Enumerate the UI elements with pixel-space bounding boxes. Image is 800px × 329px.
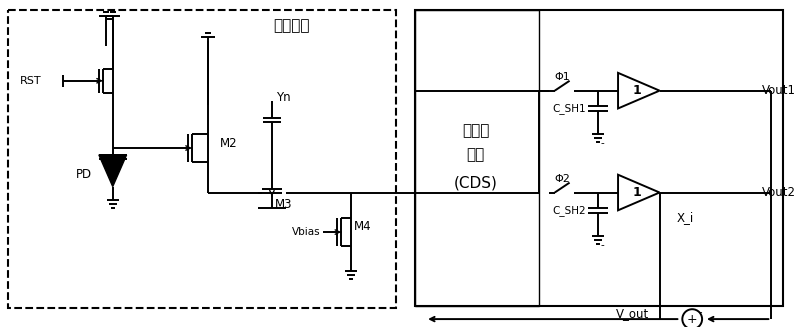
Text: 1: 1: [632, 186, 641, 199]
Text: Vbias: Vbias: [292, 227, 320, 237]
Text: Vout2: Vout2: [762, 186, 795, 199]
Polygon shape: [618, 73, 659, 109]
Text: 采样: 采样: [466, 147, 485, 163]
Text: C_SH1: C_SH1: [553, 103, 586, 114]
Text: Vout1: Vout1: [762, 84, 795, 97]
Text: +: +: [687, 313, 698, 326]
Polygon shape: [99, 155, 126, 187]
Text: V_out: V_out: [616, 307, 650, 320]
Text: Φ1: Φ1: [554, 72, 570, 82]
Text: PD: PD: [76, 168, 92, 181]
Text: Φ2: Φ2: [554, 174, 570, 184]
Bar: [8, 10, 395, 308]
Text: 相关双: 相关双: [462, 123, 490, 138]
Text: 1: 1: [632, 84, 641, 97]
Polygon shape: [618, 175, 659, 210]
Text: C_SH2: C_SH2: [553, 205, 586, 216]
Text: M4: M4: [354, 220, 372, 233]
Text: X_i: X_i: [677, 211, 694, 224]
Text: (CDS): (CDS): [454, 175, 498, 190]
Text: M3: M3: [275, 198, 293, 211]
Text: RST: RST: [20, 76, 42, 86]
Text: -: -: [600, 138, 604, 148]
Text: -: -: [698, 307, 702, 317]
Text: -: -: [600, 240, 604, 250]
Text: M2: M2: [219, 137, 237, 150]
Text: 像素电路: 像素电路: [274, 18, 310, 33]
Bar: [415, 10, 783, 306]
Text: Yn: Yn: [276, 91, 290, 104]
Bar: [415, 10, 539, 306]
